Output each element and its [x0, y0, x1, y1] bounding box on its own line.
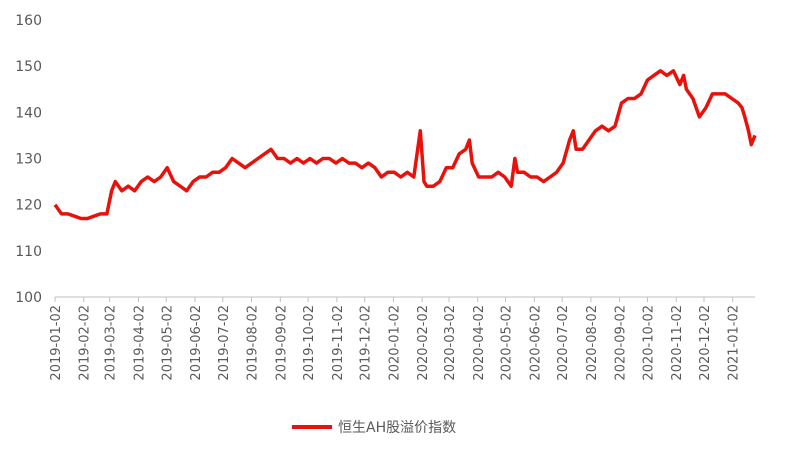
- x-tick-label: 2019-09-02: [274, 305, 289, 381]
- x-tick-label: 2020-03-02: [443, 305, 458, 381]
- y-tick-label: 130: [15, 152, 42, 168]
- x-tick-label: 2020-09-02: [614, 305, 629, 381]
- x-tick-label: 2020-07-02: [556, 305, 571, 381]
- x-tick-label: 2020-11-02: [670, 305, 685, 381]
- y-tick-label: 110: [15, 244, 42, 260]
- x-tick-label: 2019-08-02: [246, 305, 261, 381]
- x-tick-label: 2019-01-02: [49, 305, 64, 381]
- y-tick-label: 120: [15, 198, 42, 214]
- legend-label: 恒生AH股溢价指数: [338, 420, 456, 436]
- y-tick-label: 100: [15, 290, 42, 306]
- x-tick-label: 2019-10-02: [302, 305, 317, 381]
- x-tick-label: 2020-02-02: [416, 305, 431, 381]
- x-tick-label: 2020-06-02: [528, 305, 543, 381]
- x-tick-label: 2019-11-02: [331, 305, 346, 381]
- x-tick-label: 2019-04-02: [132, 305, 147, 381]
- x-tick-label: 2021-01-02: [727, 305, 742, 381]
- x-tick-label: 2020-08-02: [585, 305, 600, 381]
- x-tick-label: 2020-01-02: [387, 305, 402, 381]
- x-tick-label: 2020-04-02: [472, 305, 487, 381]
- x-tick-label: 2019-03-02: [104, 305, 119, 381]
- x-tick-label: 2020-05-02: [500, 305, 515, 381]
- y-tick-label: 150: [15, 59, 42, 75]
- x-tick-label: 2019-02-02: [78, 305, 93, 381]
- x-tick-label: 2019-06-02: [189, 305, 204, 381]
- x-tick-label: 2019-12-02: [359, 305, 374, 381]
- x-tick-label: 2019-07-02: [217, 305, 232, 381]
- line: [53, 69, 757, 221]
- x-tick-label: 2020-10-02: [641, 305, 656, 381]
- x-tick-label: 2020-12-02: [698, 305, 713, 381]
- y-tick-label: 140: [15, 105, 42, 121]
- y-tick-label: 160: [15, 13, 42, 29]
- x-tick-label: 2019-05-02: [160, 305, 175, 381]
